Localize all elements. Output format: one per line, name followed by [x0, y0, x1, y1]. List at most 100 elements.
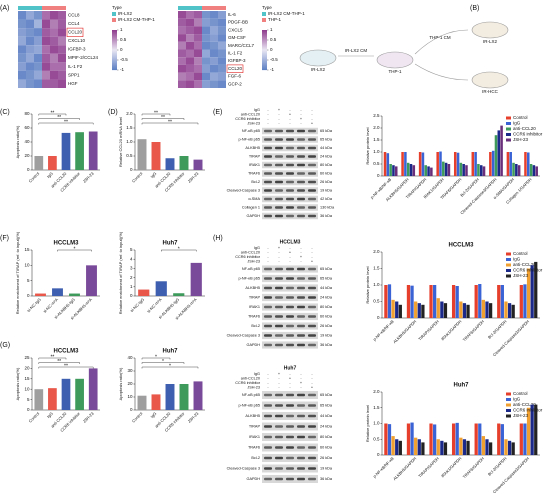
bar [61, 378, 71, 410]
bar [535, 166, 538, 176]
bar [512, 162, 515, 176]
colorbar-step [112, 57, 117, 59]
blot-band [286, 435, 294, 439]
colorbar-step [262, 46, 267, 48]
colorbar-step [262, 48, 267, 50]
colorbar-step [112, 40, 117, 42]
protein-size: 80 kDa [320, 435, 333, 439]
blot-band [308, 138, 316, 141]
y-tick-label: 5 [27, 278, 30, 283]
heat-cell [50, 11, 58, 20]
blot-band [308, 155, 316, 158]
legend-swatch [506, 116, 511, 120]
heat-cell [202, 34, 210, 42]
bar [459, 162, 463, 176]
protein-size: 65 kDa [320, 267, 333, 271]
blot-band [286, 138, 294, 141]
type-cell [50, 6, 58, 10]
condition-sign: - [300, 377, 302, 381]
bar [389, 164, 392, 176]
significance-bracket [141, 113, 171, 116]
significance-label: ** [57, 359, 61, 365]
significance-bracket [141, 366, 199, 369]
significance-bracket [38, 113, 67, 116]
condition-sign: - [267, 381, 269, 385]
colorbar-label: -1 [270, 67, 274, 72]
condition-sign: - [267, 260, 269, 264]
colorbar-step [262, 65, 267, 67]
bar [506, 152, 510, 176]
bar [507, 303, 512, 318]
bar [414, 301, 418, 318]
protein-size: 44 kDa [320, 414, 333, 418]
colorbar-step [112, 31, 117, 33]
y-tick-label: 15 [24, 376, 30, 381]
protein-label: GAPDH [246, 343, 260, 347]
chart-title: HCCLM3 [54, 349, 80, 355]
legend-label: JSH-23 [513, 137, 529, 142]
colorbar-step [112, 42, 117, 44]
blot-band [286, 324, 294, 328]
y-tick-label: 5 [130, 247, 133, 252]
blot-band [297, 277, 305, 280]
blot-band [286, 425, 294, 428]
legend-swatch [506, 258, 511, 261]
blot-band [286, 477, 294, 481]
bar [455, 422, 459, 455]
protein-label: ALKBH5 [245, 286, 260, 290]
heat-cell [18, 28, 26, 37]
blot-band [275, 146, 283, 150]
protein-size: 24 kDa [320, 155, 333, 159]
protein-label: GAPDH [246, 214, 260, 218]
y-tick-label: 2.0 [373, 389, 380, 394]
y-tick-label: 0 [27, 167, 30, 172]
blot-band [275, 343, 283, 347]
legend-label: IgG [513, 257, 521, 262]
bar [488, 442, 493, 455]
legend-swatch [506, 122, 511, 125]
condition-sign: - [289, 260, 291, 264]
blot-band [308, 129, 316, 133]
blot-band [264, 286, 272, 290]
significance-label: * [74, 247, 76, 253]
y-axis-label: Apoptosis ratio(%) [118, 367, 123, 400]
heat-cell [26, 36, 34, 46]
panel-label: (E) [213, 109, 222, 116]
blot-band [275, 197, 283, 201]
legend-swatch [506, 403, 511, 407]
bar [52, 288, 63, 296]
legend-label: Control [513, 391, 528, 396]
heat-cell [26, 19, 34, 29]
y-axis-label: Relative protein level [365, 127, 370, 164]
blot-band [308, 189, 316, 192]
blot-band [297, 324, 305, 328]
blot-band [286, 296, 294, 299]
type-cell [42, 6, 50, 10]
y-tick-label: 15 [24, 247, 30, 252]
colorbar-step [262, 63, 267, 65]
protein-label: NF-κB p65 [242, 267, 260, 271]
bar [436, 439, 440, 455]
condition-sign: - [311, 117, 313, 121]
colorbar-step [112, 44, 117, 46]
bar [409, 164, 413, 176]
condition-sign: + [311, 260, 314, 264]
heat-cell [210, 72, 218, 81]
condition-sign: + [300, 381, 303, 385]
blot-band [264, 477, 272, 481]
heat-cell [218, 64, 226, 73]
protein-size: 65 kDa [320, 393, 333, 397]
colorbar-step [262, 36, 267, 38]
protein-size: 24 kDa [320, 425, 333, 429]
heat-cell [202, 41, 210, 50]
colorbar-step [262, 41, 267, 43]
legend-swatch [506, 252, 511, 256]
bar [69, 293, 80, 296]
significance-label: ** [154, 111, 158, 117]
bar [401, 152, 404, 176]
blot-band [308, 393, 316, 397]
panel-label: (D) [108, 109, 118, 116]
heat-cell [194, 34, 202, 42]
protein-size: 36 kDa [320, 343, 333, 347]
condition-sign: - [311, 246, 313, 250]
